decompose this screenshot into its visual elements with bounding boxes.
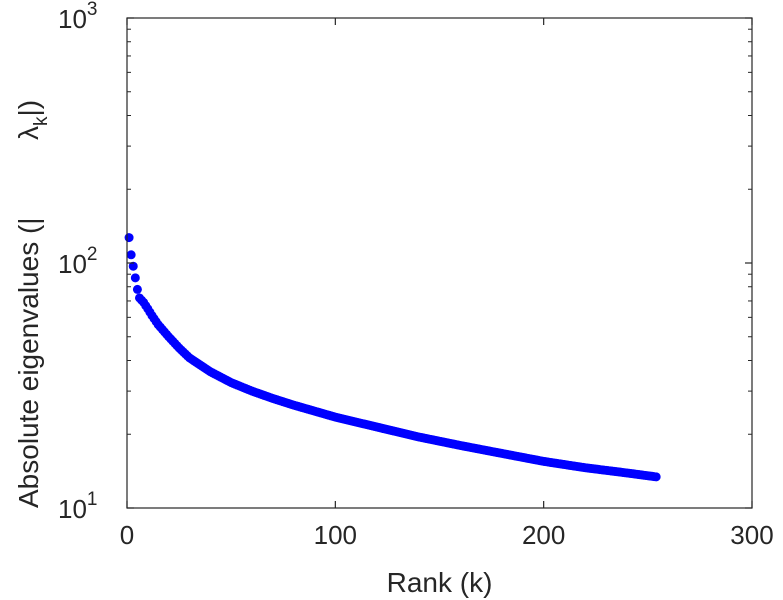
y-axis-label: Absolute eigenvalues (| λk|) <box>13 100 52 508</box>
x-tick-label: 0 <box>120 520 134 550</box>
data-series-layer <box>124 233 661 482</box>
data-point <box>124 233 134 243</box>
plot-area-frame <box>126 17 753 509</box>
data-point <box>126 250 136 260</box>
data-point <box>132 284 142 294</box>
y-axis-label-symbol: λ <box>13 126 44 140</box>
y-axis-ticks: 101 102 103 <box>58 0 752 524</box>
y-tick-label: 102 <box>58 244 98 279</box>
y-axis-label-close: |) <box>13 100 44 117</box>
y-tick-label: 103 <box>58 0 98 34</box>
y-axis-label-lambda: λk|) <box>13 100 52 140</box>
data-point <box>130 273 140 283</box>
x-tick-label: 200 <box>522 520 565 550</box>
x-axis-ticks: 0 100 200 300 <box>120 18 774 550</box>
y-axis-label-text: Absolute eigenvalues (| <box>13 217 44 508</box>
x-tick-label: 100 <box>314 520 357 550</box>
x-tick-label: 300 <box>730 520 773 550</box>
y-tick-label: 101 <box>58 489 98 524</box>
data-point <box>651 472 661 482</box>
data-point <box>128 261 138 271</box>
x-axis-label: Rank (k) <box>387 567 493 598</box>
y-axis-label-subscript: k <box>31 116 52 126</box>
